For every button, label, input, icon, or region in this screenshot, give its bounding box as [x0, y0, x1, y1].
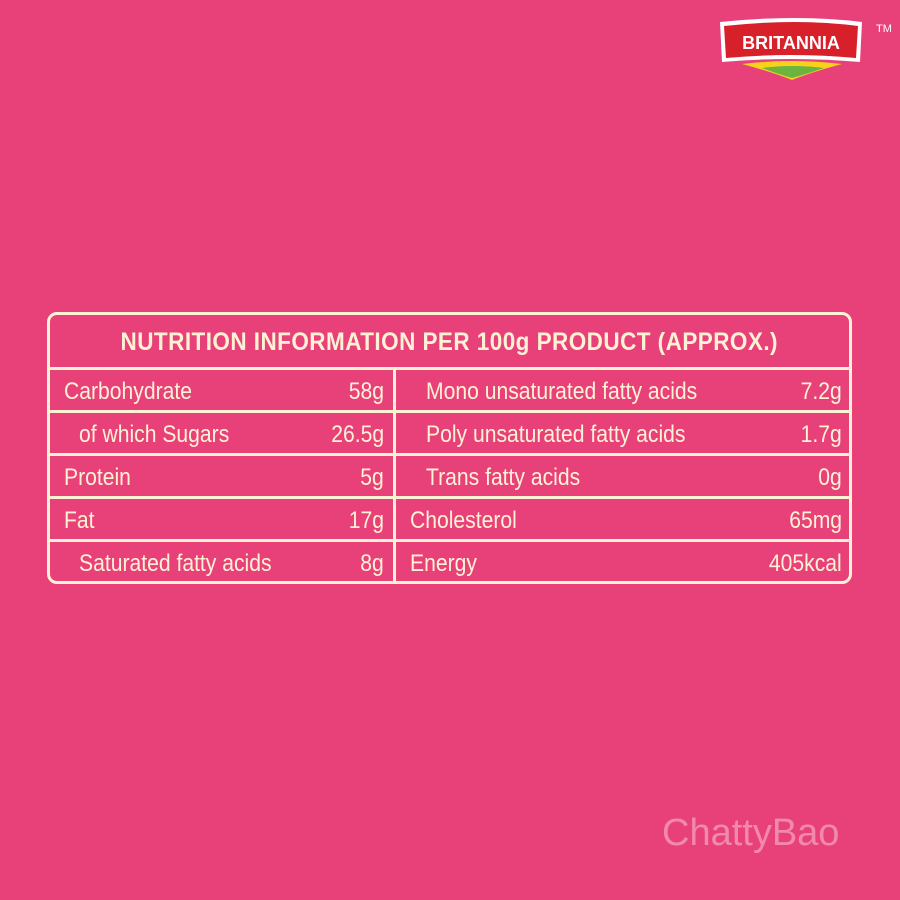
logo-swoosh — [762, 66, 824, 78]
watermark: ChattyBao — [662, 812, 840, 854]
title-text: NUTRITION INFORMATION PER 100g PRODUCT (… — [120, 328, 779, 356]
nutrient-value: 17g — [348, 507, 384, 534]
table-row: Carbohydrate 58g Mono unsaturated fatty … — [50, 367, 849, 413]
nutrient-value: 5g — [360, 464, 384, 491]
brand-name: BRITANNIA — [742, 33, 840, 53]
nutrient-value: 0g — [818, 464, 842, 491]
nutrient-label: Fat — [64, 507, 95, 534]
trademark: TM — [876, 23, 892, 35]
table-row: of which Sugars 26.5g Poly unsaturated f… — [50, 410, 849, 456]
table-row: Saturated fatty acids 8g Energy 405kcal — [50, 539, 849, 585]
nutrient-label: Carbohydrate — [64, 378, 192, 405]
table-row: Protein 5g Trans fatty acids 0g — [50, 453, 849, 499]
table-row: Fat 17g Cholesterol 65mg — [50, 496, 849, 542]
nutrient-label: of which Sugars — [79, 421, 230, 448]
nutrient-label: Cholesterol — [410, 507, 517, 534]
column-divider — [393, 367, 396, 581]
nutrient-value: 7.2g — [800, 378, 842, 405]
nutrient-label: Mono unsaturated fatty acids — [426, 378, 698, 405]
table-title: NUTRITION INFORMATION PER 100g PRODUCT (… — [50, 315, 849, 367]
nutrient-value: 1.7g — [800, 421, 842, 448]
nutrient-value: 65mg — [789, 507, 842, 534]
nutrition-table: NUTRITION INFORMATION PER 100g PRODUCT (… — [47, 312, 852, 584]
brand-logo: BRITANNIA TM — [720, 18, 892, 80]
nutrient-label: Protein — [64, 464, 131, 491]
nutrient-value: 26.5g — [331, 421, 384, 448]
nutrient-value: 58g — [348, 378, 384, 405]
nutrient-label: Saturated fatty acids — [79, 550, 272, 577]
nutrient-value: 8g — [360, 550, 384, 577]
nutrient-label: Poly unsaturated fatty acids — [426, 421, 686, 448]
nutrient-value: 405kcal — [769, 550, 842, 577]
nutrient-label: Trans fatty acids — [426, 464, 581, 491]
logo-badge — [724, 22, 858, 58]
nutrient-label: Energy — [410, 550, 477, 577]
